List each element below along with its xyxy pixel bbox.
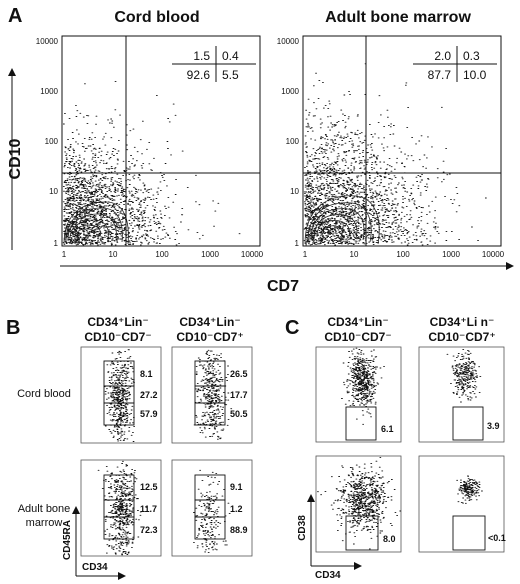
plot-a-adult-bone-marrow: 2.0 0.3 87.7 10.0 10000 1000 100 10 1 1 … [277, 35, 505, 259]
quadrant-top-right-value: 0.3 [463, 49, 480, 63]
quadrant-top-left-value: 1.5 [193, 49, 210, 63]
svg-text:1: 1 [62, 250, 67, 259]
panel-b-col2-header-line1: CD34⁺Lin⁻ [179, 315, 240, 329]
svg-text:1000: 1000 [201, 250, 219, 259]
svg-text:10000: 10000 [241, 250, 264, 259]
gate-value: <0.1 [488, 533, 506, 543]
row-label-cord-blood: Cord blood [17, 388, 71, 400]
gate-box-bottom [103, 402, 135, 426]
quadrant-bottom-left-value: 92.6 [187, 68, 211, 82]
panel-c-col2-header-line1: CD34⁺Li n⁻ [430, 315, 495, 329]
panel-b-y-axis-label: CD45RA [62, 520, 73, 560]
svg-text:10: 10 [350, 250, 359, 259]
svg-text:100: 100 [396, 250, 410, 259]
panel-c-letter: C [285, 317, 299, 339]
quadrant-top-left-value: 2.0 [434, 49, 451, 63]
gate-value-middle: 27.2 [140, 390, 158, 400]
x-tick-labels: 1 10 100 1000 10000 [62, 250, 264, 259]
plot-b-adult-neg: 12.5 11.7 72.3 [80, 459, 162, 557]
svg-text:100: 100 [155, 250, 169, 259]
panel-b-col1-header-line1: CD34⁺Lin⁻ [87, 315, 148, 329]
panel-a-x-axis-label: CD7 [267, 278, 299, 295]
gate-box [452, 515, 486, 551]
scatter-dots [303, 63, 487, 246]
panel-a-title-cord-blood: Cord blood [114, 9, 199, 26]
svg-text:1000: 1000 [442, 250, 460, 259]
contour-lines [63, 201, 129, 245]
panel-b-letter: B [6, 317, 20, 339]
panel-b-col1-header-line2: CD10⁻CD7⁻ [84, 330, 151, 344]
svg-text:10000: 10000 [482, 250, 505, 259]
gate-value-bottom: 88.9 [230, 525, 248, 535]
svg-text:1: 1 [303, 250, 308, 259]
svg-text:1000: 1000 [281, 87, 299, 96]
panel-c-x-axis-label: CD34 [315, 570, 341, 581]
svg-text:100: 100 [45, 137, 59, 146]
gate-value: 8.0 [383, 534, 396, 544]
quadrant-bottom-left-value: 87.7 [428, 68, 452, 82]
gate-value-middle: 11.7 [140, 504, 157, 514]
plot-c-cord-pos: 3.9 [418, 346, 505, 443]
plot-c-adult-pos: <0.1 [418, 455, 506, 553]
plot-b-cord-pos: 26.5 17.7 50.5 [171, 346, 253, 444]
gate-box [452, 406, 484, 441]
contour-lines [304, 195, 380, 245]
gate-value-middle: 17.7 [230, 390, 248, 400]
panel-c-y-axis-label: CD38 [297, 515, 308, 541]
gate-value-bottom: 57.9 [140, 409, 158, 419]
panel-c-col1-header-line1: CD34⁺Lin⁻ [327, 315, 388, 329]
x-tick-labels: 1 10 100 1000 10000 [303, 250, 505, 259]
svg-text:10: 10 [290, 187, 299, 196]
svg-text:1: 1 [54, 239, 59, 248]
svg-text:10000: 10000 [277, 37, 300, 46]
panel-c-col1-header-line2: CD10⁻CD7⁻ [324, 330, 391, 344]
svg-text:100: 100 [286, 137, 300, 146]
plot-b-adult-pos: 9.1 1.2 88.9 [171, 459, 253, 557]
gate-value-top: 12.5 [140, 482, 158, 492]
gate-box [345, 515, 379, 551]
gate-value-top: 26.5 [230, 369, 248, 379]
quadrant-top-right-value: 0.4 [222, 49, 239, 63]
gate-value: 6.1 [381, 424, 394, 434]
gate-value-middle: 1.2 [230, 504, 243, 514]
gate-value-top: 8.1 [140, 369, 153, 379]
gate-box [345, 406, 377, 441]
plot-b-cord-neg: 8.1 27.2 57.9 [80, 346, 162, 444]
panel-a-letter: A [8, 5, 22, 27]
gate-value-bottom: 50.5 [230, 409, 248, 419]
svg-text:10: 10 [109, 250, 118, 259]
panel-c-col2-header-line2: CD10⁻CD7⁺ [428, 330, 495, 344]
panel-b-col2-header-line2: CD10⁻CD7⁺ [176, 330, 243, 344]
plot-a-cord-blood: 1.5 0.4 92.6 5.5 10000 1000 100 10 1 1 1… [36, 35, 264, 259]
gate-value: 3.9 [487, 421, 500, 431]
plot-c-cord-neg: 6.1 [315, 346, 402, 443]
svg-text:1: 1 [295, 239, 300, 248]
panel-a-title-adult-bone-marrow: Adult bone marrow [325, 9, 471, 26]
svg-text:1000: 1000 [40, 87, 58, 96]
gate-box-bottom [103, 516, 135, 540]
panel-b-x-axis-label: CD34 [82, 562, 108, 573]
gate-value-top: 9.1 [230, 482, 243, 492]
panel-a-y-axis-label: CD10 [7, 138, 24, 179]
row-label-adult-bone-line2: marrow [26, 517, 63, 529]
y-tick-labels: 10000 1000 100 10 1 [36, 37, 59, 248]
gate-value-bottom: 72.3 [140, 525, 158, 535]
row-label-adult-bone-line1: Adult bone [18, 503, 71, 515]
scatter-dots [62, 81, 241, 246]
gate-box-bottom [194, 516, 226, 540]
plot-c-adult-neg: 8.0 [315, 455, 402, 553]
svg-text:10: 10 [49, 187, 58, 196]
svg-text:10000: 10000 [36, 37, 59, 46]
y-tick-labels: 10000 1000 100 10 1 [277, 37, 300, 248]
quadrant-bottom-right-value: 5.5 [222, 68, 239, 82]
gate-box-bottom [194, 402, 226, 426]
quadrant-bottom-right-value: 10.0 [463, 68, 487, 82]
